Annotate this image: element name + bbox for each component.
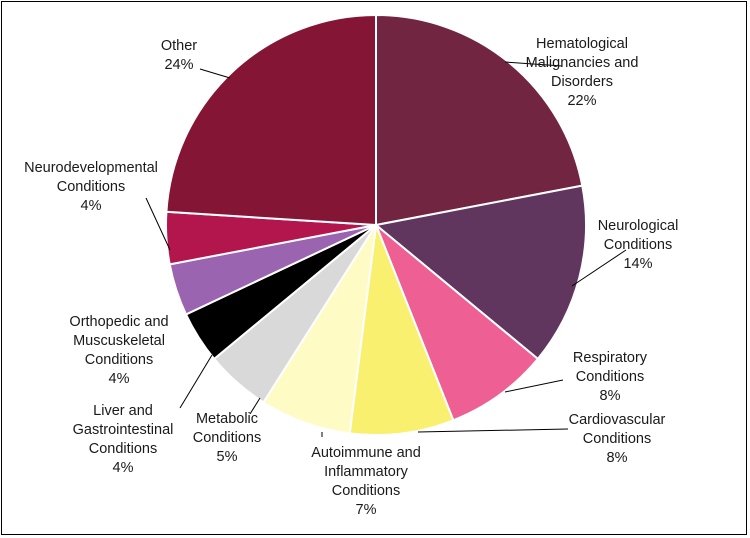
slice-label-line: Inflammatory [324,464,409,480]
slice-percent: 8% [607,450,628,466]
slice-label-line: Conditions [583,431,652,447]
slice-label-6: Metabolic Conditions 5% [193,411,262,465]
slice-label-line: Conditions [57,179,126,195]
leader-line-7 [179,354,213,409]
leader-line-1 [504,61,563,67]
slice-label-line: Cardiovascular [569,412,666,428]
slice-label-line: Metabolic [196,411,258,427]
pie-slice-2 [373,184,587,361]
slice-labels: Hematological Malignancies and Disorders 22… [24,36,678,518]
leader-line-4 [417,428,569,433]
slice-percent: 4% [81,198,102,214]
slice-label-3: Respiratory Conditions 8% [573,350,648,404]
slice-label-10: Other 24% [161,38,197,73]
slice-label-9: Neurodevelopmental Conditions 4% [24,160,158,214]
leader-lines [145,61,627,437]
slice-label-line: Orthopedic and [69,314,168,330]
slice-percent: 22% [567,93,596,109]
slice-label-line: Hematological [536,36,628,52]
slice-label-line: Disorders [551,74,613,90]
slice-label-line: Conditions [85,352,154,368]
slice-label-8: Orthopedic and Muscuskeletal Conditions 4% [69,314,168,387]
slice-label-5: Autoimmune and Inflammatory Conditions 7% [311,445,421,518]
slice-label-1: Hematological Malignancies and Disorders 22… [526,36,639,109]
slice-label-7: Liver and Gastrointestinal Conditions 4% [73,403,174,476]
slice-percent: 4% [109,371,130,387]
slice-percent: 14% [623,256,652,272]
leader-line-9 [145,197,171,251]
pie-slice-4 [348,224,455,436]
slice-label-line: Neurodevelopmental [24,160,158,176]
slice-label-line: Respiratory [573,350,648,366]
slice-label-line: Muscuskeletal [73,333,165,349]
slice-label-line: Malignancies and [526,55,639,71]
leader-line-6 [249,397,261,415]
slice-label-2: Neurological Conditions 14% [598,218,679,272]
slice-label-line: Autoimmune and [311,445,421,461]
slice-label-line: Gastrointestinal [73,422,174,438]
slice-label-line: Conditions [604,237,673,253]
leader-line-2 [571,249,627,287]
slice-label-line: Conditions [576,369,645,385]
slice-label-line: Neurological [598,218,679,234]
slice-label-4: Cardiovascular Conditions 8% [569,412,666,466]
slice-percent: 5% [217,449,238,465]
leader-line-10 [199,68,231,79]
pie-slice-1 [375,13,584,227]
slice-percent: 4% [113,460,134,476]
slice-percent: 24% [164,57,193,73]
slice-label-line: Other [161,38,197,54]
pie-slices [165,13,587,436]
slice-percent: 8% [600,388,621,404]
slice-label-line: Liver and [93,403,153,419]
slice-percent: 7% [356,502,377,518]
leader-line-3 [504,379,564,393]
pie-slice-3 [375,224,540,422]
slice-label-line: Conditions [332,483,401,499]
slice-label-line: Conditions [193,430,262,446]
slice-label-line: Conditions [89,441,158,457]
pie-slice-10 [165,13,377,227]
